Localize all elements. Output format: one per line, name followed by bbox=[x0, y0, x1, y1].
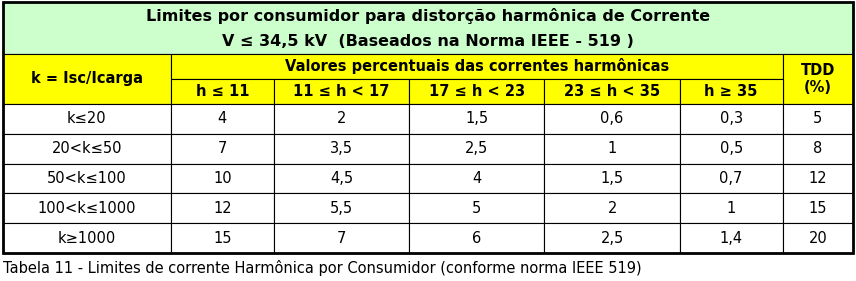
Bar bbox=[171, 134, 274, 164]
Bar bbox=[274, 79, 409, 104]
Bar bbox=[274, 134, 409, 164]
Bar bbox=[409, 104, 544, 134]
Bar bbox=[171, 79, 274, 104]
Text: 5: 5 bbox=[813, 111, 823, 126]
Bar bbox=[782, 223, 853, 253]
Bar bbox=[409, 193, 544, 223]
Bar bbox=[409, 223, 544, 253]
Text: 0,7: 0,7 bbox=[720, 171, 743, 186]
Text: 17 ≤ h < 23: 17 ≤ h < 23 bbox=[429, 84, 525, 99]
Bar bbox=[274, 104, 409, 134]
Text: 1,5: 1,5 bbox=[465, 111, 488, 126]
Text: 6: 6 bbox=[473, 231, 481, 246]
Text: 2: 2 bbox=[608, 201, 617, 216]
Bar bbox=[3, 223, 171, 253]
Text: 10: 10 bbox=[213, 171, 232, 186]
Bar bbox=[409, 164, 544, 193]
Text: 23 ≤ h < 35: 23 ≤ h < 35 bbox=[564, 84, 660, 99]
Bar bbox=[544, 79, 680, 104]
Bar bbox=[3, 2, 853, 54]
Text: 1,5: 1,5 bbox=[601, 171, 624, 186]
Bar bbox=[782, 104, 853, 134]
Text: V ≤ 34,5 kV  (Baseados na Norma IEEE - 519 ): V ≤ 34,5 kV (Baseados na Norma IEEE - 51… bbox=[222, 34, 634, 49]
Bar bbox=[544, 193, 680, 223]
Bar bbox=[3, 104, 171, 134]
Bar bbox=[680, 134, 782, 164]
Bar bbox=[680, 223, 782, 253]
Bar bbox=[680, 164, 782, 193]
Bar bbox=[3, 193, 171, 223]
Text: 4: 4 bbox=[217, 111, 227, 126]
Bar bbox=[3, 54, 171, 104]
Bar bbox=[274, 193, 409, 223]
Bar bbox=[171, 223, 274, 253]
Text: 3,5: 3,5 bbox=[330, 141, 353, 156]
Text: k = Isc/Icarga: k = Isc/Icarga bbox=[31, 71, 143, 87]
Text: 12: 12 bbox=[809, 171, 827, 186]
Text: k≤20: k≤20 bbox=[67, 111, 107, 126]
Text: 0,3: 0,3 bbox=[720, 111, 743, 126]
Text: 12: 12 bbox=[213, 201, 232, 216]
Bar bbox=[274, 164, 409, 193]
Text: 5: 5 bbox=[473, 201, 481, 216]
Bar bbox=[680, 79, 782, 104]
Bar bbox=[680, 104, 782, 134]
Text: 20: 20 bbox=[808, 231, 827, 246]
Bar bbox=[3, 134, 171, 164]
Text: 7: 7 bbox=[336, 231, 346, 246]
Text: 1: 1 bbox=[608, 141, 616, 156]
Bar bbox=[171, 164, 274, 193]
Bar bbox=[274, 223, 409, 253]
Bar bbox=[409, 79, 544, 104]
Text: 8: 8 bbox=[813, 141, 823, 156]
Bar bbox=[782, 193, 853, 223]
Text: Limites por consumidor para distorção harmônica de Corrente: Limites por consumidor para distorção ha… bbox=[146, 8, 710, 24]
Bar bbox=[544, 223, 680, 253]
Bar bbox=[409, 134, 544, 164]
Text: 11 ≤ h < 17: 11 ≤ h < 17 bbox=[294, 84, 389, 99]
Text: 2,5: 2,5 bbox=[465, 141, 489, 156]
Text: 1: 1 bbox=[727, 201, 736, 216]
Bar bbox=[171, 193, 274, 223]
Text: h ≥ 35: h ≥ 35 bbox=[704, 84, 758, 99]
Bar bbox=[544, 134, 680, 164]
Text: 2: 2 bbox=[336, 111, 346, 126]
Text: 2,5: 2,5 bbox=[600, 231, 624, 246]
Text: 100<k≤1000: 100<k≤1000 bbox=[38, 201, 136, 216]
Text: 1,4: 1,4 bbox=[720, 231, 743, 246]
Bar bbox=[544, 104, 680, 134]
Bar bbox=[782, 54, 853, 104]
Text: 15: 15 bbox=[809, 201, 827, 216]
Text: 50<k≤100: 50<k≤100 bbox=[47, 171, 127, 186]
Bar bbox=[3, 2, 853, 253]
Bar bbox=[782, 134, 853, 164]
Text: 4: 4 bbox=[473, 171, 481, 186]
Text: Valores percentuais das correntes harmônicas: Valores percentuais das correntes harmôn… bbox=[284, 58, 669, 74]
Bar bbox=[544, 164, 680, 193]
Text: 15: 15 bbox=[213, 231, 231, 246]
Bar bbox=[782, 164, 853, 193]
Text: 5,5: 5,5 bbox=[330, 201, 353, 216]
Text: 7: 7 bbox=[217, 141, 227, 156]
Text: 0,5: 0,5 bbox=[720, 141, 743, 156]
Bar bbox=[171, 54, 782, 79]
Bar bbox=[3, 164, 171, 193]
Text: 4,5: 4,5 bbox=[330, 171, 353, 186]
Text: 0,6: 0,6 bbox=[600, 111, 624, 126]
Text: k≥1000: k≥1000 bbox=[58, 231, 116, 246]
Bar bbox=[680, 193, 782, 223]
Text: h ≤ 11: h ≤ 11 bbox=[195, 84, 249, 99]
Text: 20<k≤50: 20<k≤50 bbox=[51, 141, 122, 156]
Text: TDD
(%): TDD (%) bbox=[800, 63, 835, 95]
Text: Tabela 11 - Limites de corrente Harmônica por Consumidor (conforme norma IEEE 51: Tabela 11 - Limites de corrente Harmônic… bbox=[3, 260, 642, 276]
Bar bbox=[171, 104, 274, 134]
